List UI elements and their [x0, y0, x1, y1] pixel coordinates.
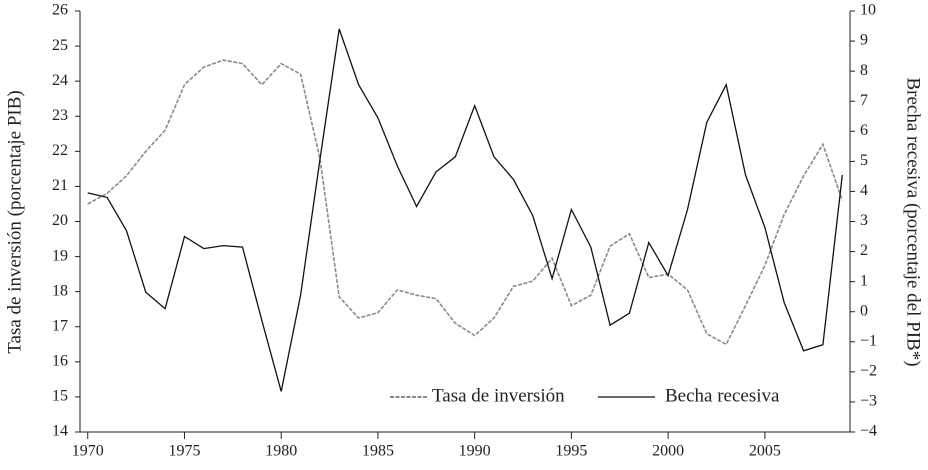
x-tick-label: 1995	[555, 443, 587, 460]
y-tick-label: 16	[52, 353, 68, 370]
x-tick-label: 1990	[459, 443, 491, 460]
x-tick-label: 1980	[265, 443, 297, 460]
legend-label: Tasa de inversión	[432, 385, 565, 406]
y2-tick-label: 6	[860, 122, 868, 139]
y-tick-label: 24	[52, 72, 68, 89]
series-line	[87, 28, 843, 392]
y2-tick-label: 10	[860, 2, 876, 19]
y2-tick-label: −4	[860, 423, 877, 440]
y-tick-label: 23	[52, 107, 68, 124]
y-tick-label: 26	[52, 2, 68, 19]
x-tick-label: 2005	[749, 443, 781, 460]
y-tick-label: 17	[52, 317, 68, 334]
y2-tick-label: −1	[860, 332, 877, 349]
y2-tick-label: 7	[860, 92, 868, 109]
y2-tick-label: 2	[860, 242, 868, 259]
series-line	[87, 59, 844, 346]
y2-axis-title: Brecha recesiva (porcentaje del PIB*)	[903, 77, 924, 366]
x-tick-label: 1975	[168, 443, 200, 460]
x-tick-label: 2000	[652, 443, 684, 460]
y2-tick-label: 1	[860, 272, 868, 289]
y-tick-label: 14	[52, 423, 68, 440]
y-tick-label: 21	[52, 177, 68, 194]
x-tick-label: 1970	[72, 443, 104, 460]
y2-tick-label: 8	[860, 62, 868, 79]
y-tick-label: 22	[52, 142, 68, 159]
y2-tick-label: 9	[860, 32, 868, 49]
y-axis-title: Tasa de inversión (porcentaje PIB)	[4, 90, 25, 354]
y2-tick-label: 3	[860, 212, 868, 229]
y2-tick-label: −2	[860, 363, 877, 380]
y-tick-label: 20	[52, 212, 68, 229]
y-tick-label: 19	[52, 247, 68, 264]
y-tick-label: 15	[52, 388, 68, 405]
y2-tick-label: −3	[860, 393, 877, 410]
y2-tick-label: 5	[860, 152, 868, 169]
legend-label: Becha recesiva	[665, 385, 780, 406]
y-tick-label: 18	[52, 282, 68, 299]
x-tick-label: 1985	[362, 443, 394, 460]
y2-tick-label: 0	[860, 302, 868, 319]
y-tick-label: 25	[52, 37, 68, 54]
y2-tick-label: 4	[860, 182, 868, 199]
